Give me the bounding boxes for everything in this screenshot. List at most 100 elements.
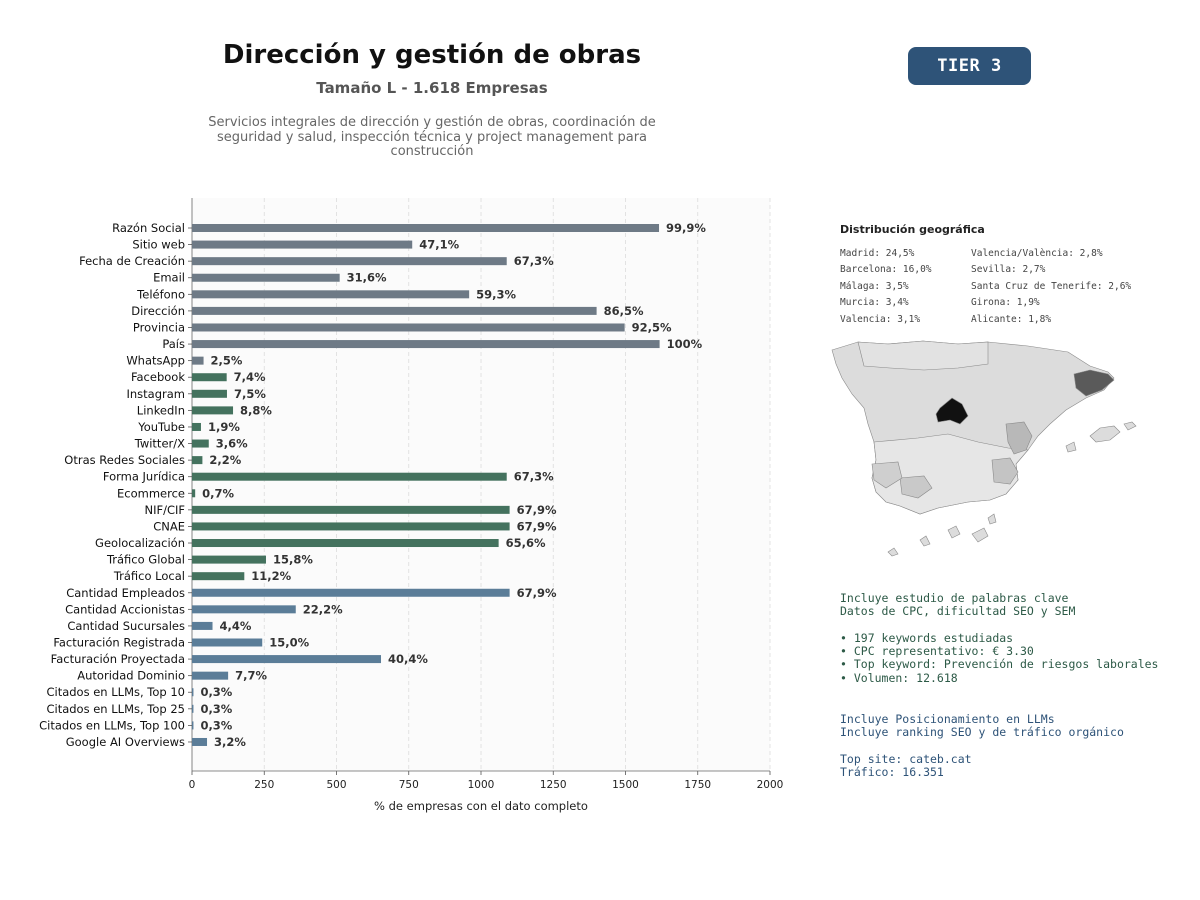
bar xyxy=(192,539,499,548)
y-tick-label: Twitter/X xyxy=(134,437,185,451)
x-tick-label: 750 xyxy=(399,779,419,791)
bar xyxy=(192,356,204,365)
y-tick-label: Cantidad Sucursales xyxy=(67,619,185,633)
geo-distribution-list: Madrid: 24,5% Valencia/València: 2,8% Ba… xyxy=(840,246,1151,328)
seo-bullet: • Top keyword: Prevención de riesgos lab… xyxy=(840,657,1159,672)
data-label: 15,0% xyxy=(269,636,309,650)
geo-item: Girona: 1,9% xyxy=(971,297,1040,309)
bar xyxy=(192,555,266,564)
top-site: Top site: cateb.cat xyxy=(840,751,972,766)
data-label: 65,6% xyxy=(506,536,546,550)
x-axis-label: % de empresas con el dato completo xyxy=(374,799,588,813)
y-tick-label: Geolocalización xyxy=(95,536,185,550)
map-region-barcelona xyxy=(1073,369,1115,397)
bar xyxy=(192,422,201,431)
llm-line: Incluye ranking SEO y de tráfico orgánic… xyxy=(840,725,1124,740)
seo-line: Incluye estudio de palabras clave xyxy=(840,591,1069,605)
y-tick-label: LinkedIn xyxy=(137,403,185,417)
spain-map xyxy=(831,340,1137,557)
y-tick-label: Tráfico Local xyxy=(113,569,185,583)
map-region-valencia xyxy=(1005,421,1033,455)
y-tick-label: Autoridad Dominio xyxy=(77,669,185,683)
y-tick-label: Citados en LLMs, Top 100 xyxy=(39,718,185,732)
map-region xyxy=(1123,421,1137,431)
data-label: 100% xyxy=(667,337,703,351)
data-label: 99,9% xyxy=(666,221,706,235)
y-tick-label: Cantidad Accionistas xyxy=(65,602,185,616)
geo-item: Valencia/València: 2,8% xyxy=(971,248,1103,259)
y-tick-label: Email xyxy=(153,271,185,285)
geo-item: Sevilla: 2,7% xyxy=(971,264,1046,276)
y-tick-label: Tráfico Global xyxy=(106,553,185,567)
map-region xyxy=(1089,425,1121,443)
bar xyxy=(192,456,203,465)
page-title: Dirección y gestión de obras xyxy=(222,40,642,70)
geo-title: Distribución geográfica xyxy=(840,223,985,236)
bar xyxy=(192,240,413,249)
y-tick-label: YouTube xyxy=(137,420,185,434)
seo-line: Datos de CPC, dificultad SEO y SEM xyxy=(840,604,1076,619)
data-label: 8,8% xyxy=(240,403,272,417)
data-label: 67,9% xyxy=(517,586,557,600)
bar xyxy=(192,373,227,382)
data-label: 7,4% xyxy=(234,370,266,384)
y-tick-label: CNAE xyxy=(153,519,185,533)
data-label: 15,8% xyxy=(273,553,313,567)
data-label: 0,7% xyxy=(202,486,234,500)
data-label: 2,2% xyxy=(209,453,241,467)
x-tick-label: 1000 xyxy=(468,779,495,791)
y-tick-label: Ecommerce xyxy=(117,486,185,500)
y-tick-label: Facebook xyxy=(131,370,185,384)
geo-item: Valencia: 3,1% xyxy=(840,313,921,325)
geo-item: Alicante: 1,8% xyxy=(971,313,1052,325)
data-label: 22,2% xyxy=(303,602,343,616)
geo-item: Barcelona: 16,0% xyxy=(840,264,932,276)
seo-bullet: • Volumen: 12.618 xyxy=(840,670,958,685)
y-tick-label: Razón Social xyxy=(112,221,185,235)
map-region xyxy=(919,535,931,547)
llm-info: Incluye Posicionamiento en LLMs Incluye … xyxy=(840,712,1124,780)
bar xyxy=(192,505,510,514)
y-tick-label: Sitio web xyxy=(132,238,185,252)
page-description: Servicios integrales de dirección y gest… xyxy=(208,115,656,159)
map-region xyxy=(887,547,899,557)
bar xyxy=(192,588,510,597)
map-region xyxy=(947,525,961,539)
map-region xyxy=(1065,441,1077,453)
data-label: 3,2% xyxy=(214,735,246,749)
llm-line: Incluye Posicionamiento en LLMs xyxy=(840,712,1055,726)
map-region-malaga xyxy=(899,475,933,499)
y-tick-label: Fecha de Creación xyxy=(79,254,185,268)
bar xyxy=(192,572,245,581)
traffic: Tráfico: 16.351 xyxy=(840,765,944,780)
bar xyxy=(192,340,660,349)
data-label: 86,5% xyxy=(604,304,644,318)
map-region-murcia xyxy=(991,457,1019,485)
data-label: 1,9% xyxy=(208,420,240,434)
data-label: 67,9% xyxy=(517,519,557,533)
bar xyxy=(192,638,263,647)
x-tick-label: 250 xyxy=(254,779,274,791)
data-label: 2,5% xyxy=(211,354,243,368)
y-tick-label: Citados en LLMs, Top 10 xyxy=(46,685,185,699)
bar xyxy=(192,406,234,415)
tier-badge: TIER 3 xyxy=(908,47,1031,85)
y-tick-label: Instagram xyxy=(126,387,185,401)
x-tick-label: 0 xyxy=(189,779,196,791)
map-region xyxy=(971,527,989,543)
bar xyxy=(192,737,208,746)
bar xyxy=(192,439,209,448)
data-label: 47,1% xyxy=(419,238,459,252)
bar xyxy=(192,257,507,266)
bar xyxy=(192,323,625,332)
data-label: 67,3% xyxy=(514,470,554,484)
y-tick-label: Citados en LLMs, Top 25 xyxy=(46,702,185,716)
bar xyxy=(192,605,296,614)
data-label: 31,6% xyxy=(347,271,387,285)
geo-item: Málaga: 3,5% xyxy=(840,280,909,292)
bar xyxy=(192,224,660,232)
page-subtitle: Tamaño L - 1.618 Empresas xyxy=(316,79,548,97)
y-tick-label: WhatsApp xyxy=(126,354,185,368)
x-tick-label: 1500 xyxy=(612,779,639,791)
bar xyxy=(192,655,382,664)
